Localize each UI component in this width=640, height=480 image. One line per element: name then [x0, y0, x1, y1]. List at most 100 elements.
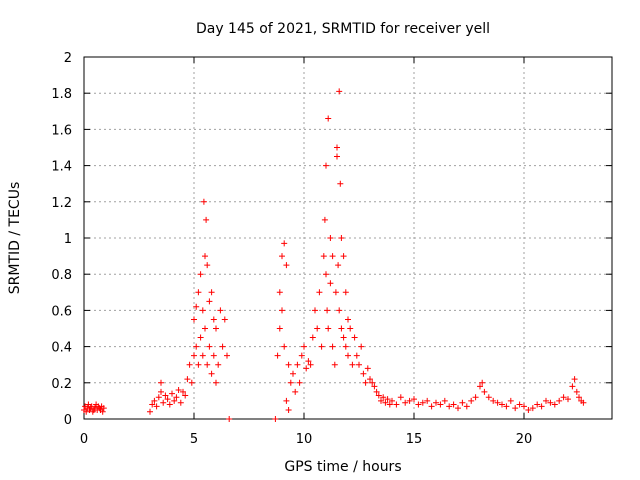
data-point [384, 396, 391, 403]
data-point [335, 262, 342, 269]
data-point [494, 399, 501, 406]
y-tick-label: 1.4 [51, 160, 72, 175]
axis-ticks: 00.20.40.60.811.21.41.61.820 5 10 15 20 [51, 51, 612, 447]
data-point [356, 361, 362, 368]
data-point [202, 253, 208, 260]
data-point [345, 316, 351, 323]
data-point [325, 325, 332, 332]
data-point [371, 383, 378, 390]
data-point [525, 406, 532, 413]
data-point [419, 399, 426, 406]
data-point [472, 394, 479, 401]
data-point [481, 388, 488, 395]
x-tick-label: 20 [516, 432, 533, 447]
data-point [283, 397, 290, 404]
data-point [543, 397, 549, 404]
data-point [329, 343, 336, 350]
data-point [342, 289, 349, 296]
data-point [499, 401, 505, 408]
chart-title: Day 145 of 2021, SRMTID for receiver yel… [196, 21, 490, 37]
data-point [415, 401, 422, 408]
data-point [325, 115, 332, 122]
data-point [206, 298, 213, 305]
data-point [279, 307, 285, 314]
data-point [360, 370, 367, 377]
x-tick-label: 5 [190, 432, 198, 447]
x-axis-label: GPS time / hours [284, 459, 401, 475]
data-point [160, 399, 167, 406]
data-point [327, 280, 334, 287]
data-point [226, 416, 233, 422]
data-point [215, 361, 222, 368]
data-point [180, 388, 186, 395]
data-point [433, 399, 439, 406]
data-point [279, 253, 285, 260]
data-point [323, 271, 329, 278]
data-point [402, 399, 409, 406]
data-point [283, 262, 290, 269]
data-point [285, 361, 292, 368]
data-point [337, 180, 344, 187]
data-point [468, 397, 475, 404]
data-point [155, 394, 162, 401]
data-points [81, 88, 587, 422]
data-point [276, 325, 283, 332]
data-point [199, 307, 206, 314]
data-point [147, 408, 153, 415]
data-point [195, 289, 202, 296]
data-point [437, 401, 444, 408]
data-point [529, 405, 536, 412]
data-point [316, 289, 323, 296]
data-point [290, 370, 296, 377]
data-point [202, 325, 208, 332]
data-point [83, 408, 90, 415]
data-point [294, 361, 301, 368]
data-point [197, 271, 204, 278]
data-point [281, 240, 288, 247]
data-point [309, 334, 316, 341]
data-point [389, 397, 395, 404]
data-point [334, 144, 340, 151]
data-point [193, 343, 200, 350]
data-point [320, 253, 327, 260]
data-point [307, 361, 314, 368]
data-point [195, 361, 202, 368]
data-point [332, 289, 339, 296]
x-tick-label: 15 [406, 432, 423, 447]
data-point [158, 388, 164, 395]
data-point [485, 394, 492, 401]
data-point [428, 403, 435, 410]
data-point [204, 361, 211, 368]
data-point [158, 379, 164, 386]
data-point [149, 401, 156, 408]
data-point [193, 303, 200, 310]
y-tick-label: 0 [64, 413, 72, 428]
data-point [463, 403, 470, 410]
data-point [191, 352, 197, 359]
data-point [351, 334, 358, 341]
data-point [459, 399, 466, 406]
data-point [224, 352, 230, 359]
y-tick-label: 1 [64, 232, 72, 247]
data-point [175, 387, 182, 394]
data-point [285, 406, 292, 413]
data-point [393, 401, 400, 408]
data-point [171, 397, 178, 404]
data-point [424, 397, 431, 404]
data-point [441, 397, 448, 404]
data-point [164, 396, 171, 403]
data-point [162, 392, 169, 399]
data-point [303, 365, 310, 372]
data-point [210, 316, 217, 323]
data-point [411, 396, 417, 403]
data-point [450, 401, 457, 408]
data-point [573, 388, 580, 395]
data-point [206, 343, 213, 350]
data-point [378, 397, 384, 404]
data-point [184, 376, 191, 383]
data-point [571, 376, 578, 383]
data-point [292, 388, 299, 395]
data-point [296, 379, 303, 386]
data-point [327, 235, 334, 241]
